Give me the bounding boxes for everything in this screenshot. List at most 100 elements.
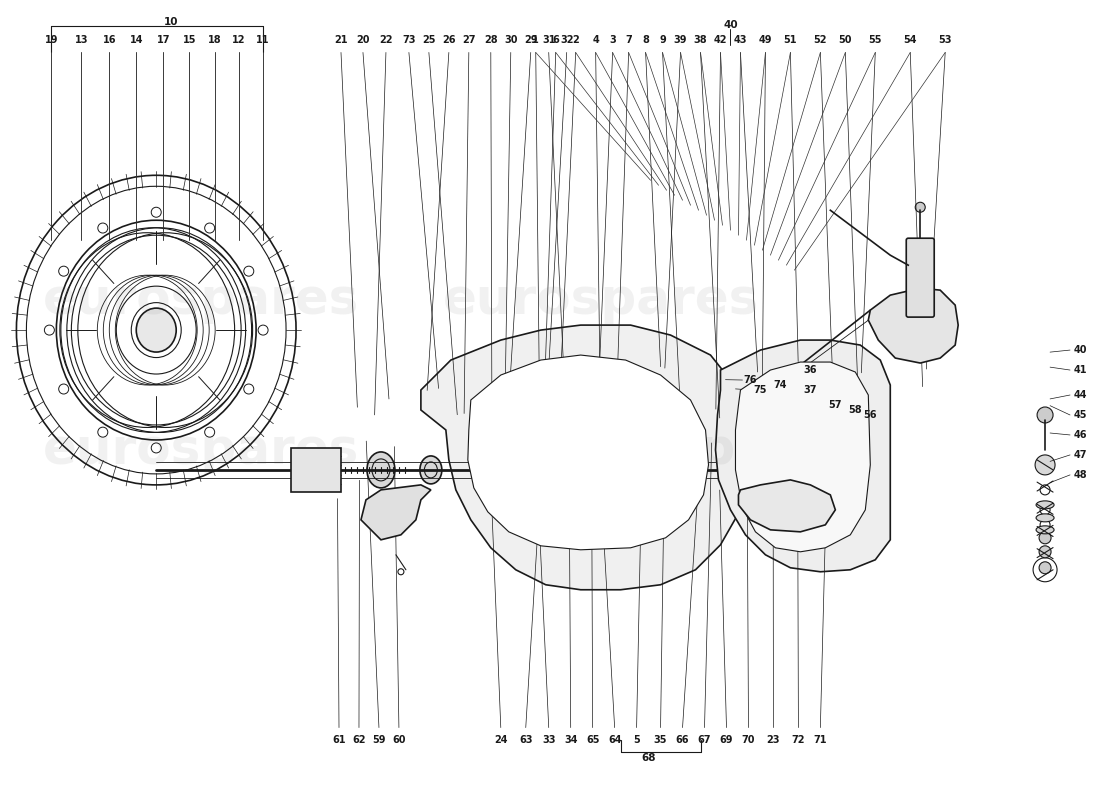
Text: 69: 69 — [719, 734, 734, 745]
Circle shape — [1040, 532, 1052, 544]
Circle shape — [1037, 407, 1053, 423]
Text: 68: 68 — [641, 753, 656, 762]
Text: 16: 16 — [102, 35, 116, 46]
Text: 55: 55 — [869, 35, 882, 46]
Text: 26: 26 — [442, 35, 455, 46]
Circle shape — [915, 202, 925, 212]
Text: 36: 36 — [804, 365, 817, 375]
Bar — [292, 448, 341, 492]
Text: 11: 11 — [256, 35, 270, 46]
Circle shape — [1040, 562, 1052, 574]
Circle shape — [909, 313, 922, 327]
Text: 63: 63 — [519, 734, 532, 745]
Text: 58: 58 — [848, 405, 862, 415]
Text: 6: 6 — [552, 35, 559, 46]
Text: 72: 72 — [792, 734, 805, 745]
Text: 76: 76 — [744, 375, 757, 385]
Text: 10: 10 — [164, 18, 178, 27]
Ellipse shape — [1036, 501, 1054, 509]
Text: 34: 34 — [564, 734, 578, 745]
Polygon shape — [468, 355, 708, 550]
Polygon shape — [361, 485, 431, 540]
Text: 4: 4 — [592, 35, 600, 46]
Text: 66: 66 — [675, 734, 690, 745]
Text: 44: 44 — [1074, 390, 1087, 400]
Text: 51: 51 — [783, 35, 798, 46]
Text: 61: 61 — [332, 734, 345, 745]
Text: 1: 1 — [532, 35, 539, 46]
Text: 19: 19 — [45, 35, 58, 46]
Ellipse shape — [420, 456, 442, 484]
Text: 31: 31 — [542, 35, 556, 46]
Text: 45: 45 — [1074, 410, 1087, 420]
Text: 53: 53 — [938, 35, 952, 46]
Text: 56: 56 — [864, 410, 877, 420]
Ellipse shape — [136, 308, 176, 352]
Text: 35: 35 — [653, 734, 668, 745]
Text: 29: 29 — [524, 35, 538, 46]
Text: 14: 14 — [130, 35, 143, 46]
Text: 20: 20 — [356, 35, 370, 46]
Text: 30: 30 — [504, 35, 517, 46]
Text: eurospares: eurospares — [442, 276, 759, 324]
Ellipse shape — [455, 451, 486, 489]
Text: eurospares: eurospares — [43, 426, 360, 474]
Text: 50: 50 — [838, 35, 853, 46]
Text: 5: 5 — [634, 734, 640, 745]
Text: 7: 7 — [625, 35, 632, 46]
Text: 8: 8 — [642, 35, 649, 46]
Text: 52: 52 — [814, 35, 827, 46]
Polygon shape — [868, 288, 958, 363]
Text: 75: 75 — [754, 385, 767, 395]
Text: 12: 12 — [232, 35, 246, 46]
Text: 18: 18 — [208, 35, 222, 46]
FancyBboxPatch shape — [906, 238, 934, 317]
Polygon shape — [738, 480, 835, 532]
Polygon shape — [736, 362, 870, 552]
Text: 70: 70 — [741, 734, 756, 745]
Text: 43: 43 — [734, 35, 747, 46]
Text: 2: 2 — [572, 35, 579, 46]
Polygon shape — [715, 340, 890, 572]
Text: 59: 59 — [372, 734, 386, 745]
Text: 23: 23 — [767, 734, 780, 745]
Circle shape — [1040, 546, 1052, 558]
Text: 15: 15 — [183, 35, 196, 46]
Text: 38: 38 — [694, 35, 707, 46]
Text: 33: 33 — [542, 734, 556, 745]
Circle shape — [392, 506, 400, 514]
Text: 67: 67 — [697, 734, 712, 745]
Text: 9: 9 — [659, 35, 666, 46]
Text: 39: 39 — [674, 35, 688, 46]
Text: 40: 40 — [723, 21, 738, 30]
Text: 65: 65 — [586, 734, 600, 745]
Text: 13: 13 — [75, 35, 88, 46]
Text: 54: 54 — [903, 35, 917, 46]
Text: 60: 60 — [393, 734, 406, 745]
Text: 21: 21 — [334, 35, 348, 46]
Text: 42: 42 — [714, 35, 727, 46]
Text: 64: 64 — [608, 734, 622, 745]
Ellipse shape — [1036, 526, 1054, 534]
Text: eurospares: eurospares — [542, 426, 859, 474]
Text: 57: 57 — [828, 400, 843, 410]
Text: 24: 24 — [494, 734, 507, 745]
Text: 73: 73 — [403, 35, 416, 46]
Text: 40: 40 — [1074, 345, 1087, 355]
Ellipse shape — [367, 452, 395, 488]
Text: 62: 62 — [352, 734, 365, 745]
Text: 47: 47 — [1074, 450, 1087, 460]
Text: 37: 37 — [804, 385, 817, 395]
Text: 25: 25 — [422, 35, 436, 46]
Text: 41: 41 — [1074, 365, 1087, 375]
Text: 32: 32 — [560, 35, 573, 46]
Text: 49: 49 — [759, 35, 772, 46]
Text: 22: 22 — [379, 35, 393, 46]
Text: 28: 28 — [484, 35, 497, 46]
Ellipse shape — [1036, 514, 1054, 522]
Text: 48: 48 — [1074, 470, 1087, 480]
Text: 3: 3 — [609, 35, 616, 46]
Text: 17: 17 — [156, 35, 170, 46]
Text: 74: 74 — [773, 380, 788, 390]
Text: eurospares: eurospares — [43, 276, 360, 324]
